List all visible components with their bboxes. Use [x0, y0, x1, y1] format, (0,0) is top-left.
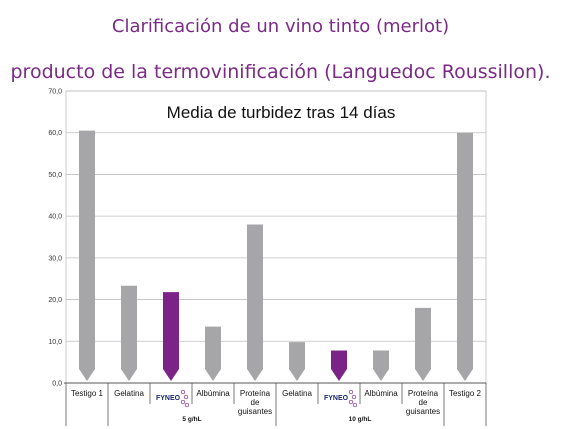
x-tick-label: Gelatina	[282, 389, 312, 398]
y-tick-label: 0,0	[52, 381, 62, 388]
x-tick-label: Proteína de guisantes	[406, 389, 440, 416]
bar-3	[163, 292, 179, 381]
slide-title-line-2: producto de la termovinificación (Langue…	[10, 61, 551, 83]
fyneo-logo-ring	[184, 402, 190, 408]
fyneo-logo-ring	[348, 399, 354, 405]
x-tick-label: Testigo 1	[71, 389, 104, 398]
y-tick-label: 50,0	[48, 172, 62, 179]
bar-7	[331, 350, 347, 381]
chart-title: Media de turbidez tras 14 días	[167, 103, 396, 122]
fyneo-logo-ring	[352, 402, 358, 408]
fyneo-logo-ring	[180, 389, 186, 395]
slide-title-line-1: Clarificación de un vino tinto (merlot)	[111, 16, 450, 37]
y-tick-label: 60,0	[48, 130, 62, 137]
bar-2	[121, 285, 137, 381]
x-tick-label: Proteína de guisantes	[238, 389, 272, 416]
x-tick-label: Albúmina	[364, 389, 398, 398]
bar-5	[247, 224, 263, 381]
x-tick-label: Gelatina	[114, 389, 144, 398]
fyneo-logo-ring	[348, 389, 354, 395]
y-tick-label: 40,0	[48, 214, 62, 221]
fyneo-logo: FYNEO	[156, 389, 190, 408]
bar-6	[289, 342, 305, 381]
bar-4	[205, 326, 221, 381]
y-tick-label: 20,0	[48, 297, 62, 304]
x-tick-label: FYNEO	[156, 395, 181, 402]
bar-9	[415, 307, 431, 381]
x-tick-label: Testigo 2	[449, 389, 482, 398]
fyneo-logo: FYNEO	[324, 389, 358, 408]
group-label: 10 g/hL	[349, 416, 372, 423]
y-tick-label: 10,0	[48, 339, 62, 346]
group-label: 5 g/hL	[182, 416, 201, 423]
y-tick-label: 70,0	[48, 89, 62, 96]
fyneo-logo-ring	[180, 399, 186, 405]
fyneo-logo-ring	[183, 394, 189, 400]
x-tick-label: Albúmina	[196, 389, 230, 398]
bar-8	[373, 350, 389, 381]
x-tick-label: FYNEO	[324, 395, 349, 402]
fyneo-logo-ring	[351, 394, 357, 400]
bar-1	[79, 130, 95, 381]
bar-10	[457, 132, 473, 381]
y-tick-label: 30,0	[48, 255, 62, 262]
